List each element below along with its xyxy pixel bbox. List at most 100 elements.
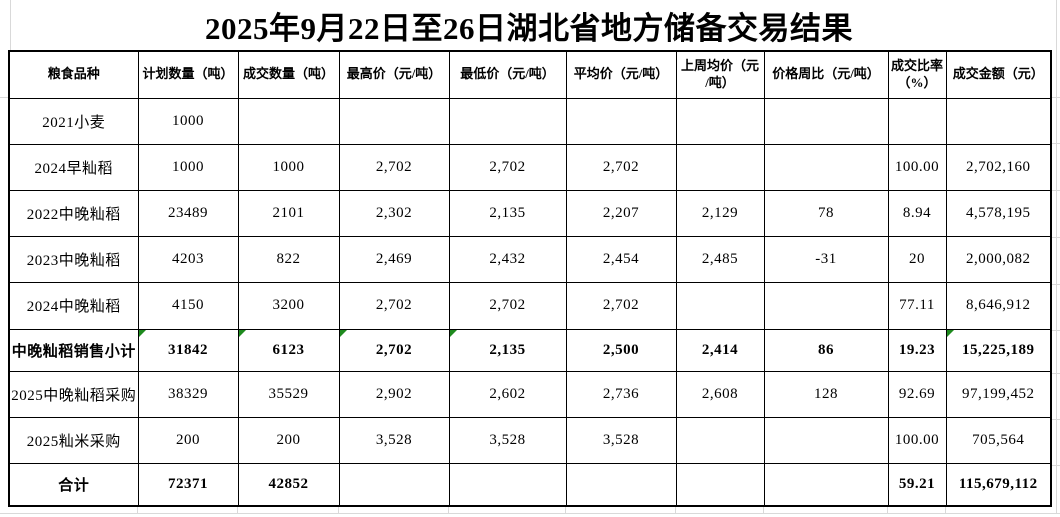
cell[interactable]: 115,679,112 <box>945 463 1052 507</box>
cell[interactable]: 77.11 <box>887 282 947 330</box>
cell[interactable]: 3,528 <box>448 417 567 465</box>
cell[interactable]: 2,485 <box>675 236 765 284</box>
cell[interactable]: 23489 <box>137 189 239 238</box>
cell[interactable] <box>945 97 1052 145</box>
cell[interactable]: 2,207 <box>565 189 677 238</box>
cell[interactable] <box>448 463 567 507</box>
cell[interactable] <box>338 97 450 145</box>
cell[interactable] <box>763 97 889 145</box>
cell[interactable] <box>675 282 765 330</box>
cell[interactable]: 2,129 <box>675 189 765 238</box>
cell[interactable]: 72371 <box>137 463 239 507</box>
row-label-cell[interactable]: 合计 <box>8 463 139 507</box>
col-header-traded-qty[interactable]: 成交数量（吨） <box>237 50 340 99</box>
cell[interactable]: 8.94 <box>887 189 947 238</box>
cell[interactable]: 38329 <box>137 370 239 419</box>
cell[interactable]: 2101 <box>237 189 340 238</box>
cell[interactable]: 2,702,160 <box>945 143 1052 191</box>
col-header-trade-ratio[interactable]: 成交比率 （%） <box>887 50 947 99</box>
cell[interactable] <box>763 282 889 330</box>
cell[interactable]: 15,225,189 <box>945 328 1052 372</box>
cell[interactable]: 59.21 <box>887 463 947 507</box>
cell[interactable]: 4150 <box>137 282 239 330</box>
cell[interactable]: 4,578,195 <box>945 189 1052 238</box>
cell[interactable]: 20 <box>887 236 947 284</box>
cell[interactable]: 2,702 <box>448 282 567 330</box>
cell[interactable]: 2,702 <box>565 143 677 191</box>
cell[interactable]: 200 <box>137 417 239 465</box>
cell[interactable] <box>565 97 677 145</box>
cell[interactable]: 2,608 <box>675 370 765 419</box>
cell[interactable]: 2,414 <box>675 328 765 372</box>
cell[interactable] <box>763 143 889 191</box>
cell[interactable]: 2,702 <box>338 143 450 191</box>
cell[interactable]: 2,454 <box>565 236 677 284</box>
cell[interactable]: 822 <box>237 236 340 284</box>
row-label-cell[interactable]: 2025籼米采购 <box>8 417 139 465</box>
col-header-min-price[interactable]: 最低价（元/吨） <box>448 50 567 99</box>
cell[interactable]: 3,528 <box>338 417 450 465</box>
cell[interactable] <box>675 97 765 145</box>
cell[interactable]: 2,000,082 <box>945 236 1052 284</box>
row-label-cell[interactable]: 2024早籼稻 <box>8 143 139 191</box>
cell[interactable]: 2,702 <box>448 143 567 191</box>
row-label-cell[interactable]: 2024中晚籼稻 <box>8 282 139 330</box>
cell[interactable]: 19.23 <box>887 328 947 372</box>
cell[interactable] <box>675 417 765 465</box>
col-header-lastweek-avg-price[interactable]: 上周均价（元 /吨） <box>675 50 765 99</box>
cell[interactable] <box>763 417 889 465</box>
col-header-price-wow[interactable]: 价格周比（元/吨） <box>763 50 889 99</box>
cell[interactable] <box>675 463 765 507</box>
cell[interactable]: 3,528 <box>565 417 677 465</box>
row-label-cell[interactable]: 2025中晚籼稻采购 <box>8 370 139 419</box>
cell[interactable]: 2,702 <box>338 282 450 330</box>
cell[interactable] <box>565 463 677 507</box>
cell[interactable]: 42852 <box>237 463 340 507</box>
cell[interactable]: 92.69 <box>887 370 947 419</box>
col-header-avg-price[interactable]: 平均价（元/吨） <box>565 50 677 99</box>
cell[interactable]: 2,702 <box>338 328 450 372</box>
row-label-cell[interactable]: 中晚籼稻销售小计 <box>8 328 139 372</box>
cell[interactable]: 200 <box>237 417 340 465</box>
cell[interactable]: -31 <box>763 236 889 284</box>
cell[interactable] <box>237 97 340 145</box>
cell[interactable]: 3200 <box>237 282 340 330</box>
cell[interactable]: 4203 <box>137 236 239 284</box>
col-header-max-price[interactable]: 最高价（元/吨） <box>338 50 450 99</box>
cell[interactable]: 6123 <box>237 328 340 372</box>
cell[interactable]: 100.00 <box>887 143 947 191</box>
cell[interactable] <box>887 97 947 145</box>
cell[interactable]: 97,199,452 <box>945 370 1052 419</box>
cell[interactable]: 705,564 <box>945 417 1052 465</box>
col-header-planned-qty[interactable]: 计划数量（吨） <box>137 50 239 99</box>
cell[interactable]: 100.00 <box>887 417 947 465</box>
cell[interactable]: 78 <box>763 189 889 238</box>
cell[interactable]: 2,135 <box>448 328 567 372</box>
cell[interactable]: 2,902 <box>338 370 450 419</box>
cell[interactable]: 2,302 <box>338 189 450 238</box>
page-title[interactable]: 2025年9月22日至26日湖北省地方储备交易结果 <box>205 10 853 46</box>
cell[interactable]: 31842 <box>137 328 239 372</box>
cell[interactable]: 86 <box>763 328 889 372</box>
cell[interactable]: 1000 <box>237 143 340 191</box>
cell[interactable]: 2,432 <box>448 236 567 284</box>
cell[interactable] <box>448 97 567 145</box>
row-label-cell[interactable]: 2022中晚籼稻 <box>8 189 139 238</box>
cell[interactable]: 2,702 <box>565 282 677 330</box>
cell[interactable] <box>675 143 765 191</box>
cell[interactable]: 2,736 <box>565 370 677 419</box>
cell[interactable]: 2,135 <box>448 189 567 238</box>
cell[interactable]: 8,646,912 <box>945 282 1052 330</box>
cell[interactable]: 2,500 <box>565 328 677 372</box>
row-label-cell[interactable]: 2021小麦 <box>8 97 139 145</box>
cell[interactable]: 2,602 <box>448 370 567 419</box>
cell[interactable]: 1000 <box>137 143 239 191</box>
col-header-variety[interactable]: 粮食品种 <box>8 50 139 99</box>
cell[interactable] <box>338 463 450 507</box>
cell[interactable]: 35529 <box>237 370 340 419</box>
cell[interactable]: 1000 <box>137 97 239 145</box>
cell[interactable] <box>763 463 889 507</box>
row-label-cell[interactable]: 2023中晚籼稻 <box>8 236 139 284</box>
cell[interactable]: 2,469 <box>338 236 450 284</box>
cell[interactable]: 128 <box>763 370 889 419</box>
